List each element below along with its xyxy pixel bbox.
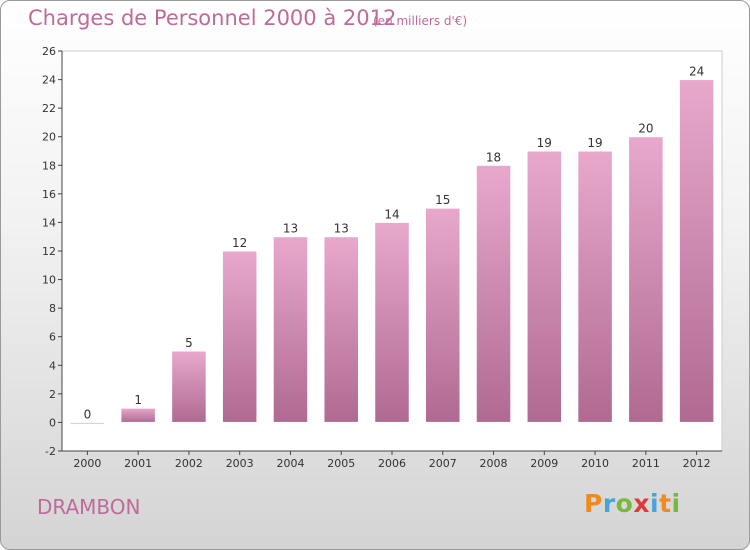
bar xyxy=(120,407,156,423)
logo-letter: o xyxy=(615,489,634,518)
y-tick-label: 10 xyxy=(42,274,56,287)
bar-value-label: 19 xyxy=(537,136,552,150)
bar xyxy=(323,236,359,423)
bar-value-label: 18 xyxy=(486,150,501,164)
bar-value-label: 15 xyxy=(435,193,450,207)
bar xyxy=(577,150,613,423)
x-tick-label: 2001 xyxy=(124,457,152,470)
x-tick-label: 2000 xyxy=(73,457,101,470)
bar xyxy=(374,221,410,423)
x-tick-label: 2004 xyxy=(276,457,304,470)
y-tick-label: -2 xyxy=(45,445,56,458)
bar xyxy=(425,207,461,423)
commune-name: DRAMBON xyxy=(37,495,141,519)
x-tick-label: 2010 xyxy=(581,457,609,470)
bar xyxy=(475,164,512,423)
bar-value-label: 13 xyxy=(283,222,298,236)
y-tick-label: 24 xyxy=(42,74,56,87)
bar xyxy=(171,350,207,423)
y-tick-label: 0 xyxy=(49,416,56,429)
x-tick-label: 2008 xyxy=(480,457,508,470)
y-tick-label: 4 xyxy=(49,359,56,372)
y-tick-label: 14 xyxy=(42,216,56,229)
y-tick-label: 26 xyxy=(42,45,56,58)
y-tick-label: 8 xyxy=(49,302,56,315)
x-tick-label: 2012 xyxy=(683,457,711,470)
logo-letter: P xyxy=(584,489,603,518)
bar xyxy=(526,150,563,423)
bar xyxy=(678,79,715,423)
x-tick-label: 2011 xyxy=(632,457,660,470)
logo-letter: i xyxy=(671,489,681,518)
bar-value-label: 24 xyxy=(689,65,704,79)
logo-letter: x xyxy=(633,489,650,518)
y-tick-label: 12 xyxy=(42,245,56,258)
bar-value-label: 12 xyxy=(232,236,247,250)
bar-value-label: 14 xyxy=(384,207,399,221)
x-tick-label: 2003 xyxy=(226,457,254,470)
bar-value-label: 13 xyxy=(334,222,349,236)
y-tick-label: 22 xyxy=(42,102,56,115)
chart-title: Charges de Personnel 2000 à 2012 xyxy=(28,6,397,30)
bar-value-label: 20 xyxy=(638,122,653,136)
bar xyxy=(628,136,664,423)
logo-letter: t xyxy=(659,489,672,518)
y-tick-label: 16 xyxy=(42,188,56,201)
x-tick-label: 2002 xyxy=(175,457,203,470)
chart-subtitle: (en milliers d'€) xyxy=(373,14,468,28)
logo-letter: r xyxy=(602,489,616,518)
y-tick-label: 2 xyxy=(49,388,56,401)
x-tick-label: 2009 xyxy=(530,457,558,470)
proxiti-logo: Proxiti xyxy=(584,489,681,518)
bar-value-label: 0 xyxy=(84,407,92,421)
bar-value-label: 1 xyxy=(134,393,142,407)
x-tick-label: 2006 xyxy=(378,457,406,470)
bar-value-label: 5 xyxy=(185,336,193,350)
y-tick-label: 20 xyxy=(42,131,56,144)
bar-value-label: 19 xyxy=(587,136,602,150)
bar xyxy=(221,250,258,423)
bar xyxy=(69,421,106,425)
y-tick-label: 18 xyxy=(42,159,56,172)
y-tick-label: 6 xyxy=(49,331,56,344)
bar xyxy=(272,236,309,423)
logo-letter: i xyxy=(650,489,660,518)
x-tick-label: 2007 xyxy=(429,457,457,470)
x-tick-label: 2005 xyxy=(327,457,355,470)
